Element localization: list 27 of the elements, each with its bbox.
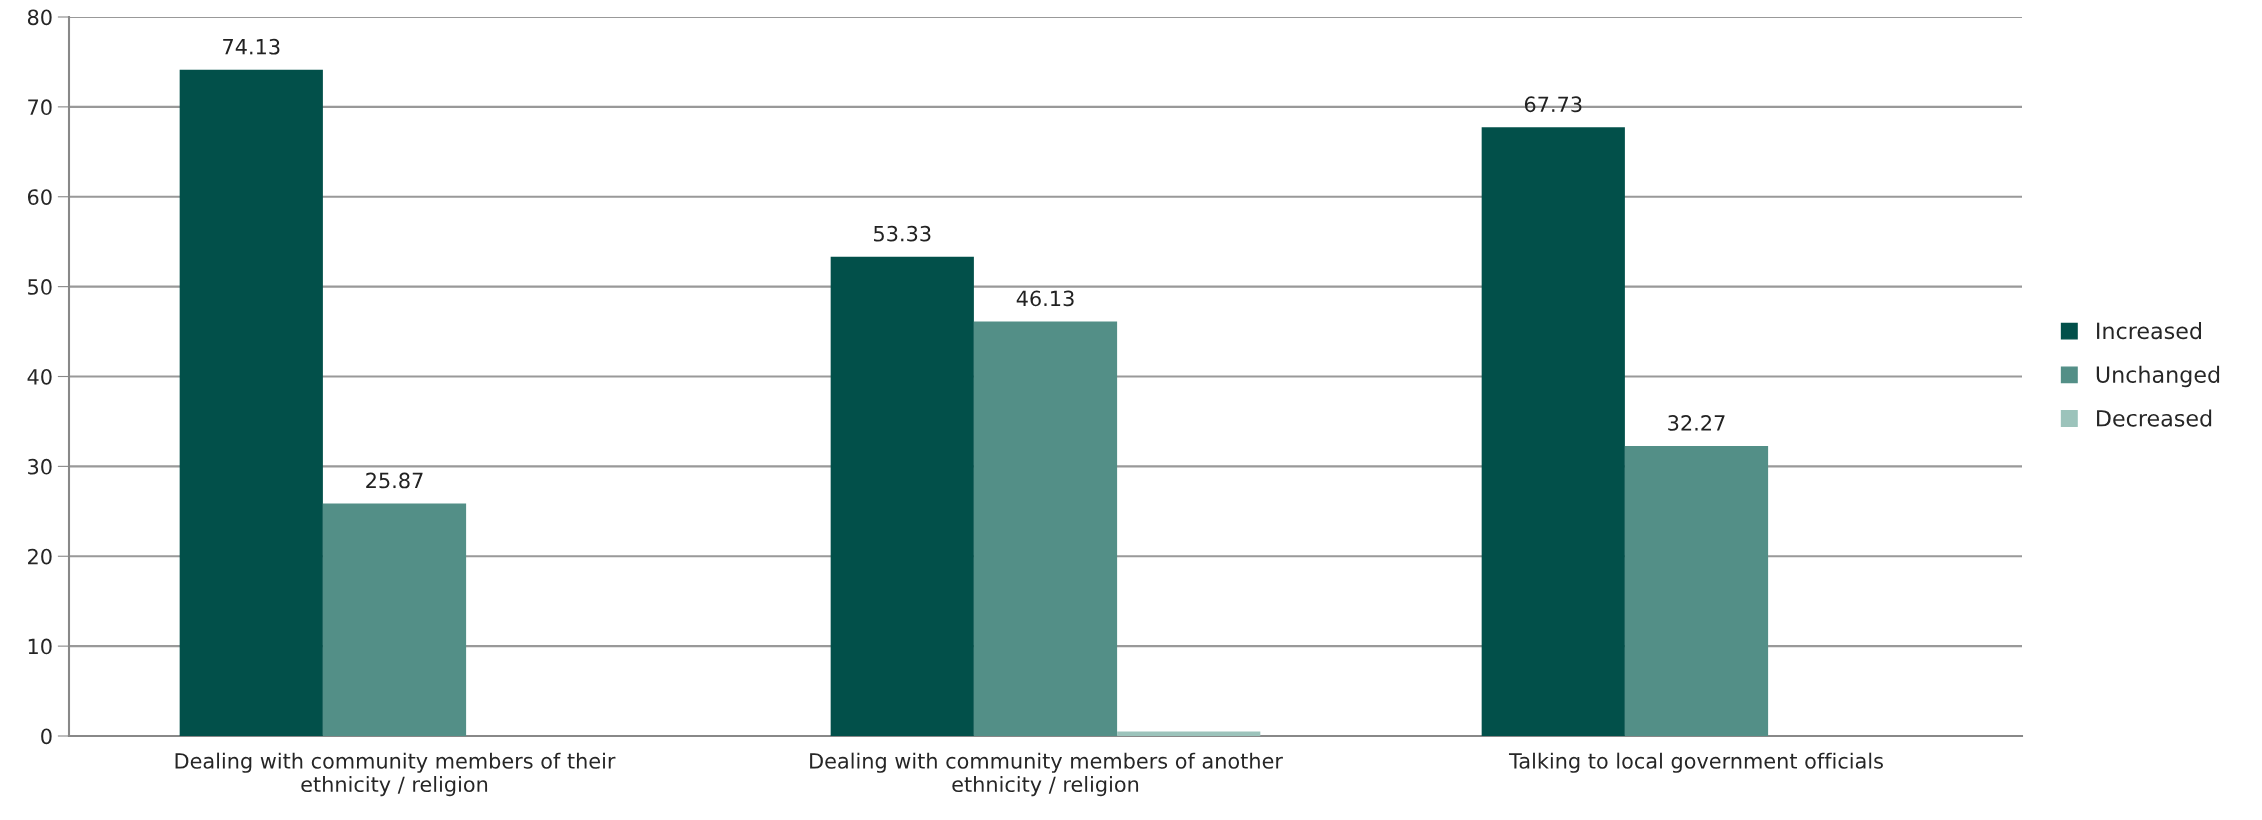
x-tick-label: Dealing with community members of their ethnicity / religion [175, 752, 616, 797]
y-tick-label: 70 [28, 99, 52, 116]
legend-label: Unchanged [2096, 365, 2220, 388]
data-label: 46.13 [1016, 290, 1074, 307]
data-label: 25.87 [366, 472, 423, 489]
y-tick-label: 0 [41, 728, 52, 745]
bar [1624, 445, 1769, 736]
x-tick-label: Talking to local government officials [1508, 752, 1883, 773]
y-tick-label: 40 [27, 368, 52, 385]
legend-label: Increased [2097, 322, 2201, 340]
bar [973, 321, 1118, 736]
bar [1481, 127, 1625, 736]
data-label: 67.73 [1524, 96, 1582, 113]
x-tick-label: Dealing with community members of another ethnicity / religion [810, 752, 1283, 797]
data-label: 53.33 [874, 225, 931, 242]
y-tick-label: 60 [27, 189, 52, 205]
bar [830, 256, 974, 736]
bar [322, 503, 467, 736]
legend-label: Decreased [2097, 409, 2212, 427]
bar [179, 69, 323, 736]
data-label: 32.27 [1668, 415, 1725, 431]
y-tick-label: 20 [28, 548, 52, 565]
y-tick-label: 30 [28, 458, 52, 475]
data-label: 74.13 [223, 38, 280, 55]
y-tick-label: 80 [27, 9, 52, 26]
y-tick-label: 10 [28, 638, 52, 655]
y-tick-label: 50 [28, 279, 52, 295]
